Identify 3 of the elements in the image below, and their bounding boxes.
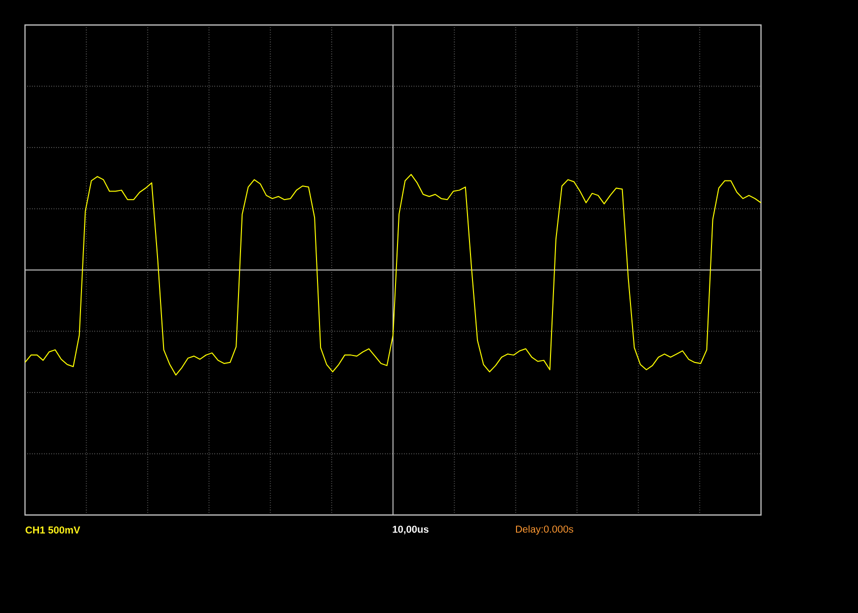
text: 10,00us [392,526,428,534]
text: Delay:0.000s [516,525,574,535]
text: CH1 500mV [26,526,80,534]
